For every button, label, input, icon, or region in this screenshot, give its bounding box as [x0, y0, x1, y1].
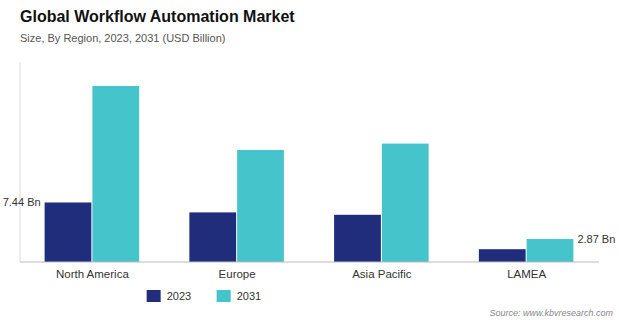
- legend-swatch: [147, 290, 161, 302]
- bar: [189, 212, 236, 262]
- legend-swatch: [217, 290, 231, 302]
- bar: [92, 86, 139, 262]
- legend-entry: 2031: [237, 290, 261, 302]
- legend-entry: 2023: [167, 290, 191, 302]
- data-label: 2.87 Bn: [577, 233, 615, 245]
- x-tick-label: LAMEA: [507, 268, 546, 280]
- bars: [45, 86, 574, 262]
- bar: [382, 144, 429, 262]
- subtitle: Size, By Region, 2023, 2031 (USD Billion…: [20, 32, 225, 44]
- bar: [479, 249, 526, 262]
- legend: 2023 2031: [147, 290, 261, 302]
- bar: [334, 215, 381, 262]
- y-axis-line: [20, 62, 21, 262]
- x-tick-label: North America: [56, 268, 129, 280]
- source: Source: www.kbvresearch.com: [489, 308, 613, 318]
- bar: [527, 239, 574, 262]
- bar: [237, 150, 284, 262]
- chart: Global Workflow Automation Market Size, B…: [0, 0, 619, 322]
- title: Global Workflow Automation Market: [20, 8, 295, 25]
- x-tick-label: Europe: [219, 268, 256, 280]
- x-axis-line: [20, 262, 599, 263]
- x-tick-label: Asia Pacific: [352, 268, 412, 280]
- data-label: 7.44 Bn: [3, 196, 41, 208]
- bar: [45, 202, 92, 262]
